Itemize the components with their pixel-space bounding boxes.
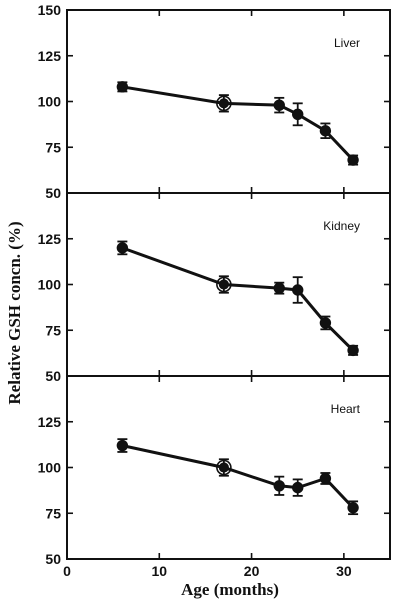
reference-point [218,279,229,290]
data-point [319,317,332,329]
y-tick-label: 125 [38,48,62,64]
data-point [319,125,332,137]
y-tick-label: 50 [45,185,61,201]
reference-point [218,98,229,109]
data-point [319,472,332,485]
series-line [122,85,355,162]
data-point [116,439,129,452]
x-tick-label: 20 [244,563,260,579]
data-point [273,99,285,111]
data-point [347,154,359,166]
y-tick-label: 100 [38,277,62,293]
data-point [292,108,304,121]
reference-point-ring [216,276,232,293]
y-axis-title: Relative GSH concn. (%) [5,221,24,404]
data-point [347,344,359,357]
y-tick-label: 50 [45,368,61,384]
x-tick-label: 0 [63,563,71,579]
x-tick-label: 10 [151,563,167,579]
y-tick-label: 75 [45,505,61,521]
data-point [347,502,359,514]
panel-label: Kidney [323,219,360,233]
x-axis-title: Age (months) [181,580,279,599]
panel-liver: 50 75 100 125 150 Liver [38,2,391,201]
x-tick-label: 30 [336,563,352,579]
data-point [292,284,304,296]
y-tick-label: 75 [45,139,61,155]
series-line [122,444,355,509]
y-tick-label: 125 [38,231,62,247]
reference-point-ring [216,459,232,476]
data-point [292,481,304,494]
panel-kidney: 50 75 100 125 Kidney [38,192,391,384]
y-tick-label: 50 [45,551,61,567]
data-point [116,242,129,254]
y-tick-label: 100 [38,460,62,476]
y-tick-label: 125 [38,414,62,430]
reference-point-ring [216,95,232,112]
reference-point [218,462,229,473]
y-tick-label: 150 [38,2,62,18]
data-point [273,282,285,294]
y-tick-label: 100 [38,94,62,110]
panel-label: Liver [334,36,360,50]
y-tick-label: 75 [45,322,61,338]
series-line [121,246,355,352]
plot-area: 5075100125150Liver5075100125Kidney507510… [38,2,391,579]
panel-heart: 50 75 100 125 0 10 20 30 Heart [38,375,391,579]
data-point [273,480,285,492]
data-point [116,81,129,93]
panel-label: Heart [331,402,361,416]
